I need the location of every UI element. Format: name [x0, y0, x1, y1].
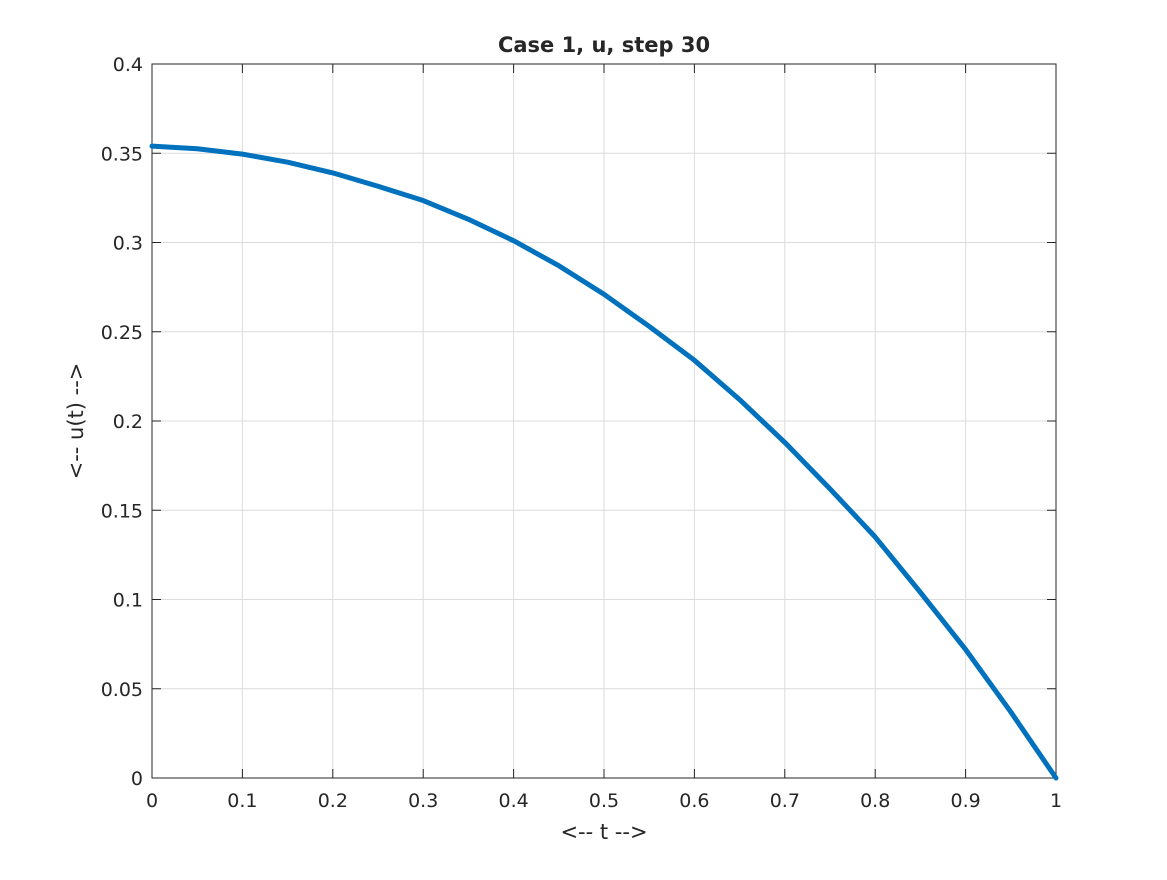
- x-tick-label: 0.8: [860, 790, 890, 812]
- y-tick-label: 0.25: [101, 322, 143, 344]
- x-tick-label: 0: [146, 790, 158, 812]
- x-axis-label: <-- t -->: [560, 820, 647, 844]
- y-axis-label: <-- u(t) -->: [64, 363, 88, 480]
- y-tick-label: 0.05: [101, 679, 143, 701]
- y-tick-label: 0.1: [113, 590, 143, 612]
- x-tick-label: 0.6: [679, 790, 709, 812]
- x-tick-label: 0.3: [408, 790, 438, 812]
- x-tick-label: 0.4: [498, 790, 528, 812]
- series: [149, 143, 1059, 781]
- ticks: 0 0.1 0.2 0.3 0.4 0.5 0.6 0.7 0.8 0.9 1 0 0.05 0.1 0.1…: [101, 54, 1062, 812]
- x-tick-label: 0.5: [589, 790, 619, 812]
- y-tick-label: 0: [131, 768, 143, 790]
- x-tick-label: 1: [1050, 790, 1062, 812]
- y-tick-label: 0.2: [113, 411, 143, 433]
- y-tick-label: 0.4: [113, 54, 143, 76]
- chart-title: Case 1, u, step 30: [498, 33, 710, 57]
- y-tick-label: 0.3: [113, 233, 143, 255]
- y-tick-label: 0.35: [101, 143, 143, 165]
- grid: [151, 63, 1057, 779]
- series-line: [149, 143, 1059, 781]
- x-tick-label: 0.7: [770, 790, 800, 812]
- x-tick-label: 0.2: [318, 790, 348, 812]
- y-tick-label: 0.15: [101, 500, 143, 522]
- x-tick-label: 0.1: [227, 790, 257, 812]
- x-tick-label: 0.9: [950, 790, 980, 812]
